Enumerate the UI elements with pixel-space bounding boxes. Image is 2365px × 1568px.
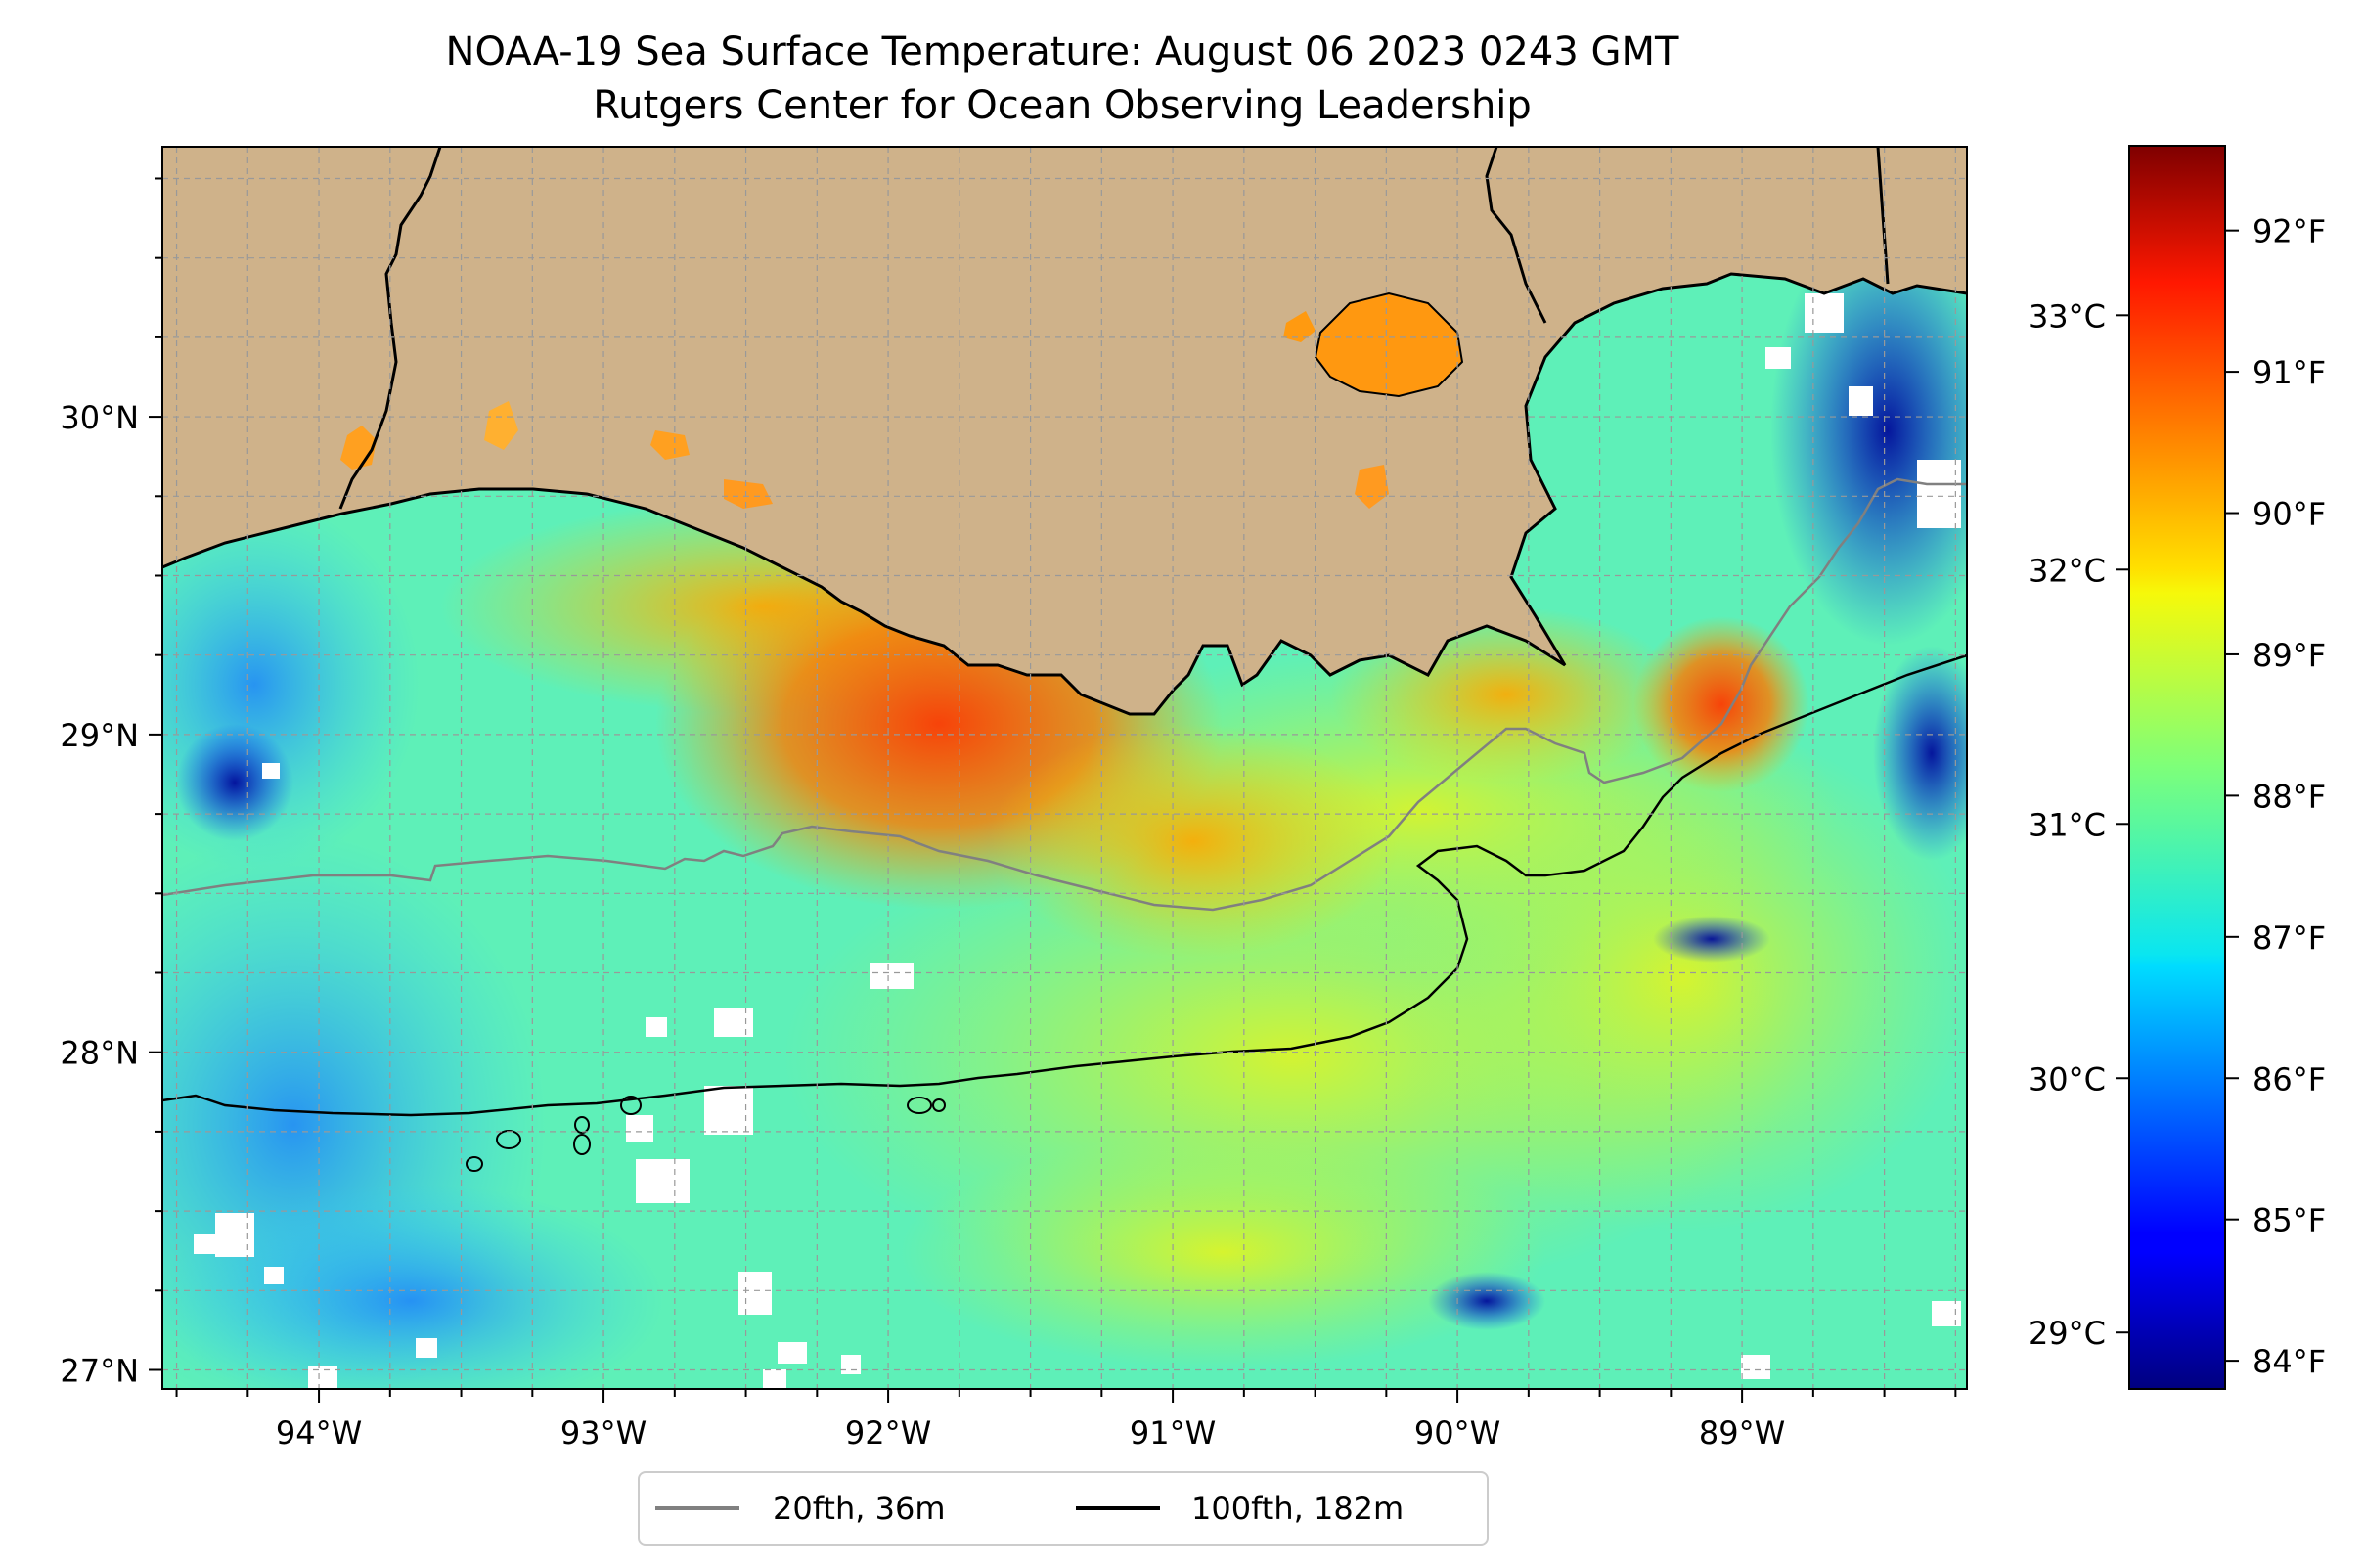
cloud-mask: [636, 1159, 690, 1203]
cloud-mask: [416, 1338, 437, 1358]
cloud-masks: [194, 293, 1961, 1389]
latitude-tick-label: 29°N: [60, 717, 139, 754]
colorbar-ticks: 84°F 85°F 86°F 87°F 88°F 89°F 90°F 91°F 92°F 29°C…: [2029, 213, 2326, 1380]
contour-loop: [466, 1156, 483, 1172]
legend-label-20fth: 20fth, 36m: [773, 1490, 945, 1527]
cloud-mask: [1805, 293, 1844, 333]
cloud-mask: [1765, 347, 1791, 369]
celsius-tick-label: 33°C: [2029, 297, 2106, 335]
latitude-tick-label: 27°N: [60, 1353, 139, 1390]
celsius-tick-label: 32°C: [2029, 552, 2106, 589]
cloud-mask: [264, 1267, 284, 1284]
map-gridlines: [162, 147, 1967, 1389]
fahrenheit-tick-label: 84°F: [2253, 1343, 2326, 1380]
cloud-mask: [841, 1355, 861, 1374]
fahrenheit-tick-label: 90°F: [2253, 496, 2326, 533]
longitude-tick-label: 94°W: [276, 1414, 362, 1452]
longitude-tick-label: 91°W: [1130, 1414, 1216, 1452]
longitude-tick-label: 92°W: [845, 1414, 931, 1452]
land-mass: [162, 147, 1967, 714]
cloud-mask: [308, 1366, 337, 1389]
latitude-tick-label: 28°N: [60, 1035, 139, 1072]
isobath-100-fathom-loops: [466, 1096, 946, 1172]
legend: 20fth, 36m 100fth, 182m: [638, 1471, 1489, 1546]
legend-label-100fth: 100fth, 182m: [1191, 1490, 1404, 1527]
coastline: [162, 272, 1967, 716]
cloud-mask: [646, 1017, 667, 1037]
colorbar-gradient: [2128, 145, 2226, 1390]
contour-loop: [573, 1134, 591, 1155]
state-border-texas-louisiana: [338, 147, 442, 510]
sst-patch-warm-mississippi: [1633, 616, 1809, 792]
fahrenheit-tick-label: 89°F: [2253, 637, 2326, 674]
inland-lake-maurepas: [1283, 311, 1316, 342]
cloud-mask: [714, 1008, 753, 1037]
colorbar: 84°F 85°F 86°F 87°F 88°F 89°F 90°F 91°F 92°F 29°C…: [2029, 145, 2326, 1390]
longitude-tick-label: 93°W: [560, 1414, 647, 1452]
contour-loop: [932, 1098, 946, 1112]
inland-lake-calcasieu: [484, 401, 518, 450]
sst-patch-cold-south: [1428, 1272, 1545, 1330]
map-axis-ticks: 94°W 93°W 92°W 91°W 90°W 89°W 27°N 28°N 29°N 30°N: [60, 177, 1957, 1452]
cloud-mask: [704, 1086, 753, 1135]
cloud-mask: [738, 1272, 772, 1315]
latitude-tick-label: 30°N: [60, 399, 139, 436]
sst-patch-warm-plume: [988, 724, 1399, 959]
sst-patch-yellow-south: [900, 1135, 1545, 1369]
cloud-mask: [778, 1342, 807, 1364]
inland-lake-grand: [650, 430, 690, 460]
cloud-mask: [1741, 1355, 1770, 1379]
state-border-mississippi-alabama: [1876, 147, 1890, 285]
contour-loop: [496, 1130, 521, 1149]
cloud-mask: [194, 1234, 223, 1254]
sst-patch-cool-southwest: [162, 1184, 665, 1389]
figure-subtitle: Rutgers Center for Ocean Observing Leade…: [593, 83, 1532, 128]
fahrenheit-tick-label: 85°F: [2253, 1202, 2326, 1239]
isobath-20-fathom: [162, 477, 1967, 912]
cloud-mask: [262, 763, 280, 779]
sst-patch-cold-east-lower: [1873, 646, 1967, 861]
sea-surface-temperature-map: [162, 147, 1967, 1389]
sst-patch-cold-eddy: [1653, 916, 1770, 963]
celsius-tick-label: 31°C: [2029, 806, 2106, 843]
celsius-tick-label: 29°C: [2029, 1315, 2106, 1352]
cloud-mask: [626, 1115, 653, 1142]
sst-patch-cold-west-spots: [176, 724, 293, 841]
fahrenheit-tick-label: 91°F: [2253, 354, 2326, 391]
fahrenheit-tick-label: 88°F: [2253, 778, 2326, 815]
celsius-tick-label: 30°C: [2029, 1060, 2106, 1098]
longitude-tick-label: 89°W: [1699, 1414, 1785, 1452]
contour-loop: [620, 1096, 642, 1115]
map-frame: [161, 146, 1968, 1390]
contour-loop: [907, 1097, 932, 1114]
figure-title: NOAA-19 Sea Surface Temperature: August …: [446, 29, 1679, 74]
longitude-tick-label: 90°W: [1414, 1414, 1500, 1452]
fahrenheit-tick-label: 86°F: [2253, 1060, 2326, 1098]
fahrenheit-tick-label: 92°F: [2253, 213, 2326, 250]
fahrenheit-tick-label: 87°F: [2253, 919, 2326, 957]
inland-lake-east: [1355, 465, 1389, 509]
contour-loop: [574, 1116, 590, 1134]
cloud-mask: [1932, 1301, 1961, 1326]
isobath-100-fathom: [162, 653, 1967, 1117]
cloud-mask: [1917, 460, 1961, 528]
cloud-mask: [1849, 386, 1873, 416]
inland-lake-pontchartrain: [1314, 291, 1464, 398]
inland-lake-white: [724, 479, 773, 509]
cloud-mask: [763, 1369, 786, 1389]
legend-box: [638, 1471, 1489, 1546]
cloud-mask: [870, 963, 914, 989]
